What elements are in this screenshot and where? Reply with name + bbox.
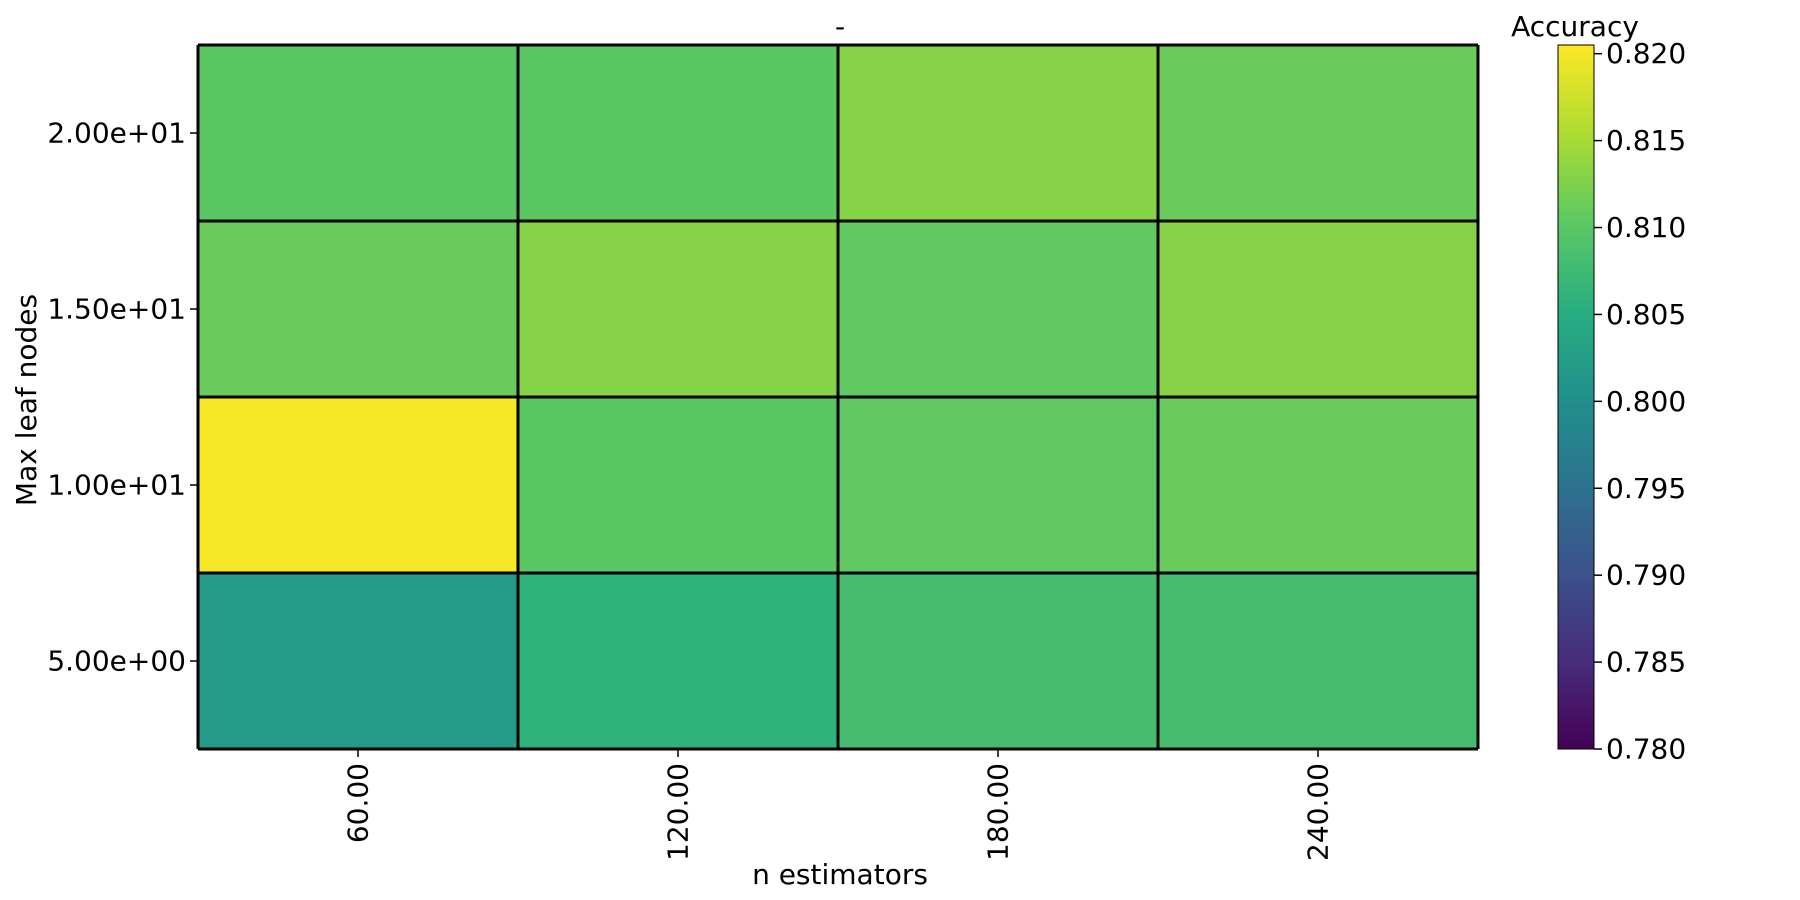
heatmap-cells bbox=[198, 45, 1478, 749]
heatmap-cell-r2-c3 bbox=[1158, 397, 1478, 573]
heatmap-cell-r1-c3 bbox=[1158, 221, 1478, 397]
y-tick-label: 1.50e+01 bbox=[47, 293, 186, 326]
colorbar-ticks: 0.820 0.815 0.810 0.805 0.800 0.795 0.790 0.785… bbox=[1594, 37, 1686, 766]
colorbar bbox=[1557, 44, 1595, 750]
x-tick-label: 240.00 bbox=[1302, 763, 1335, 861]
colorbar-tick-label: 0.780 bbox=[1606, 733, 1686, 766]
colorbar-tick-label: 0.795 bbox=[1606, 472, 1686, 505]
heatmap-cell-r3-c1 bbox=[518, 573, 838, 749]
heatmap-cell-r0-c1 bbox=[518, 45, 838, 221]
heatmap-cell-r0-c2 bbox=[838, 45, 1158, 221]
x-tick-label: 180.00 bbox=[982, 763, 1015, 861]
heatmap-cell-r0-c0 bbox=[198, 45, 518, 221]
x-tick-label: 120.00 bbox=[662, 763, 695, 861]
colorbar-tick-label: 0.810 bbox=[1606, 211, 1686, 244]
heatmap-cell-r2-c1 bbox=[518, 397, 838, 573]
y-axis-label: Max leaf nodes bbox=[10, 294, 43, 506]
y-axis-ticks: 2.00e+01 1.50e+01 1.00e+01 5.00e+00 bbox=[47, 117, 198, 678]
colorbar-tick-label: 0.805 bbox=[1606, 298, 1686, 331]
heatmap-cell-r0-c3 bbox=[1158, 45, 1478, 221]
x-tick-label: 60.00 bbox=[342, 763, 375, 843]
colorbar-tick-label: 0.820 bbox=[1606, 37, 1686, 70]
y-tick-label: 2.00e+01 bbox=[47, 117, 186, 150]
y-tick-label: 5.00e+00 bbox=[47, 645, 186, 678]
heatmap-cell-r1-c1 bbox=[518, 221, 838, 397]
colorbar-tick-label: 0.785 bbox=[1606, 646, 1686, 679]
heatmap-grid bbox=[196, 43, 1480, 751]
chart-title: - bbox=[835, 10, 845, 43]
colorbar-label: Accuracy bbox=[1511, 10, 1639, 43]
x-axis-label: n estimators bbox=[752, 858, 928, 891]
x-axis-ticks: 60.00 120.00 180.00 240.00 bbox=[342, 749, 1335, 861]
y-tick-label: 1.00e+01 bbox=[47, 469, 186, 502]
colorbar-tick-label: 0.800 bbox=[1606, 385, 1686, 418]
heatmap-cell-r3-c0 bbox=[198, 573, 518, 749]
heatmap-cell-r3-c2 bbox=[838, 573, 1158, 749]
heatmap-cell-r2-c0 bbox=[198, 397, 518, 573]
colorbar-tick-label: 0.790 bbox=[1606, 559, 1686, 592]
heatmap-cell-r2-c2 bbox=[838, 397, 1158, 573]
heatmap-cell-r3-c3 bbox=[1158, 573, 1478, 749]
heatmap-cell-r1-c0 bbox=[198, 221, 518, 397]
heatmap-cell-r1-c2 bbox=[838, 221, 1158, 397]
colorbar-tick-label: 0.815 bbox=[1606, 124, 1686, 157]
